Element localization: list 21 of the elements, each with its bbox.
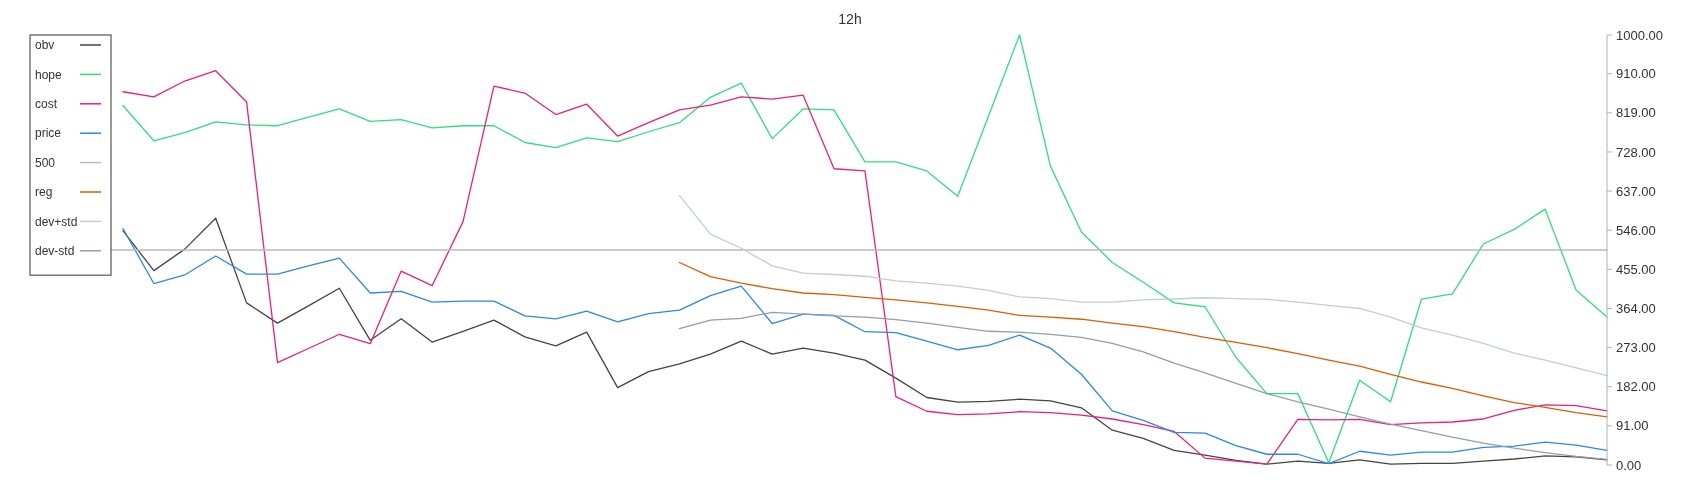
y-tick-label: 273.00 (1616, 340, 1656, 356)
y-tick-label: 364.00 (1616, 301, 1656, 317)
y-tick-label: 819.00 (1616, 105, 1656, 121)
legend-label: 500 (35, 155, 56, 170)
legend-label: dev-std (35, 244, 75, 258)
legend-label: dev+std (35, 214, 78, 229)
chart-title: 12h (838, 11, 862, 27)
legend-label: price (35, 126, 62, 141)
y-tick-label: 0.00 (1616, 457, 1642, 473)
y-tick-label: 1000.00 (1616, 27, 1663, 43)
legend-label: obv (35, 38, 55, 53)
legend-label: reg (35, 185, 53, 200)
y-tick-label: 637.00 (1616, 183, 1656, 199)
y-tick-label: 91.00 (1616, 418, 1649, 434)
y-tick-label: 728.00 (1616, 144, 1656, 160)
legend-label: hope (35, 67, 63, 82)
y-tick-label: 546.00 (1616, 222, 1656, 238)
y-tick-label: 182.00 (1616, 379, 1656, 395)
y-tick-label: 910.00 (1616, 66, 1656, 82)
legend-label: cost (35, 97, 58, 111)
y-tick-label: 455.00 (1616, 261, 1656, 277)
